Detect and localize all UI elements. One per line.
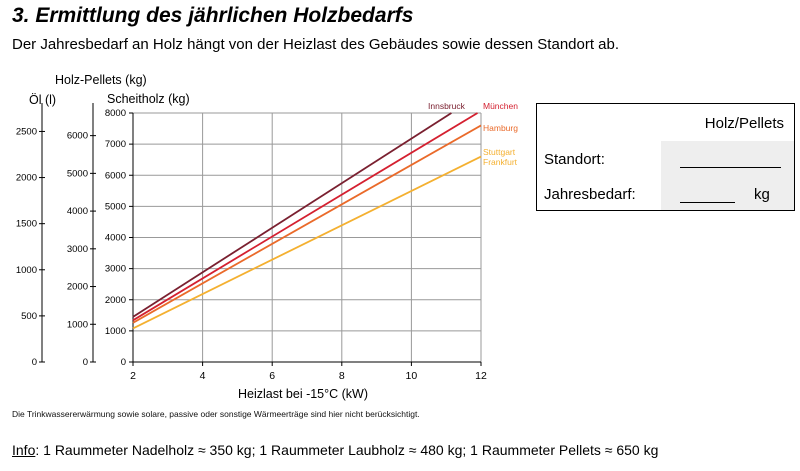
series-line [132,112,478,322]
x-tick-label: 4 [200,370,206,382]
y-tick-label-pellets: 4000 [67,206,88,217]
info-label: Info [12,442,36,458]
y-tick-label-pellets: 6000 [67,131,88,142]
series-label: Stuttgart Frankfurt [483,147,518,167]
x-axis-title: Heizlast bei -15°C (kW) [238,387,368,401]
info-line: Info: 1 Raummeter Nadelholz ≈ 350 kg; 1 … [12,442,658,458]
y-tick-label-scheitholz: 3000 [105,264,126,275]
jahresbedarf-label: Jahresbedarf: [544,186,636,203]
y-tick-label-pellets: 0 [83,357,88,368]
y-tick-label-scheitholz: 0 [121,357,126,368]
series-label: München [483,101,518,111]
y-tick-label-oel: 2000 [16,173,37,184]
x-tick-label: 2 [130,370,136,382]
x-tick-label: 6 [269,370,275,382]
series-line [132,124,482,324]
y-tick-label-scheitholz: 4000 [105,233,126,244]
y-tick-label-oel: 2500 [16,126,37,137]
y-tick-label-pellets: 5000 [67,168,88,179]
x-tick-label: 12 [475,370,487,382]
x-tick-label: 8 [339,370,345,382]
y-tick-label-scheitholz: 1000 [105,326,126,337]
jahresbedarf-field[interactable] [680,202,735,203]
y-tick-label-scheitholz: 8000 [105,108,126,119]
y-tick-label-pellets: 1000 [67,319,88,330]
y-tick-label-scheitholz: 2000 [105,295,126,306]
form-header: Holz/Pellets [704,115,784,132]
series-line [132,155,482,330]
info-text: : 1 Raummeter Nadelholz ≈ 350 kg; 1 Raum… [35,442,659,458]
series-label: Innsbruck [428,101,466,111]
y-axis-title-pellets: Holz-Pellets (kg) [55,73,147,87]
y-axis-title-oel: Öl (l) [29,93,56,107]
y-tick-label-pellets: 3000 [67,244,88,255]
y-tick-label-pellets: 2000 [67,282,88,293]
holzbedarf-form: Holz/Pellets Standort: Jahresbedarf: kg [536,103,795,211]
jahresbedarf-unit: kg [754,186,770,203]
section-heading: 3. Ermittlung des jährlichen Holzbedarfs [12,4,414,27]
y-axis-title-scheitholz: Scheitholz (kg) [107,92,190,106]
y-tick-label-oel: 1500 [16,219,37,230]
y-tick-label-oel: 1000 [16,265,37,276]
input-area [661,141,794,210]
standort-label: Standort: [544,151,605,168]
intro-text: Der Jahresbedarf an Holz hängt von der H… [12,36,620,53]
y-tick-label-oel: 500 [21,311,37,322]
y-tick-label-oel: 0 [32,357,37,368]
footnote: Die Trinkwassererwärmung sowie solare, p… [12,409,420,419]
standort-field[interactable] [680,167,781,168]
series-line [132,112,452,318]
series-label: Hamburg [483,123,518,133]
y-tick-label-scheitholz: 6000 [105,170,126,181]
x-tick-label: 10 [406,370,418,382]
y-tick-label-scheitholz: 5000 [105,201,126,212]
y-tick-label-scheitholz: 7000 [105,139,126,150]
